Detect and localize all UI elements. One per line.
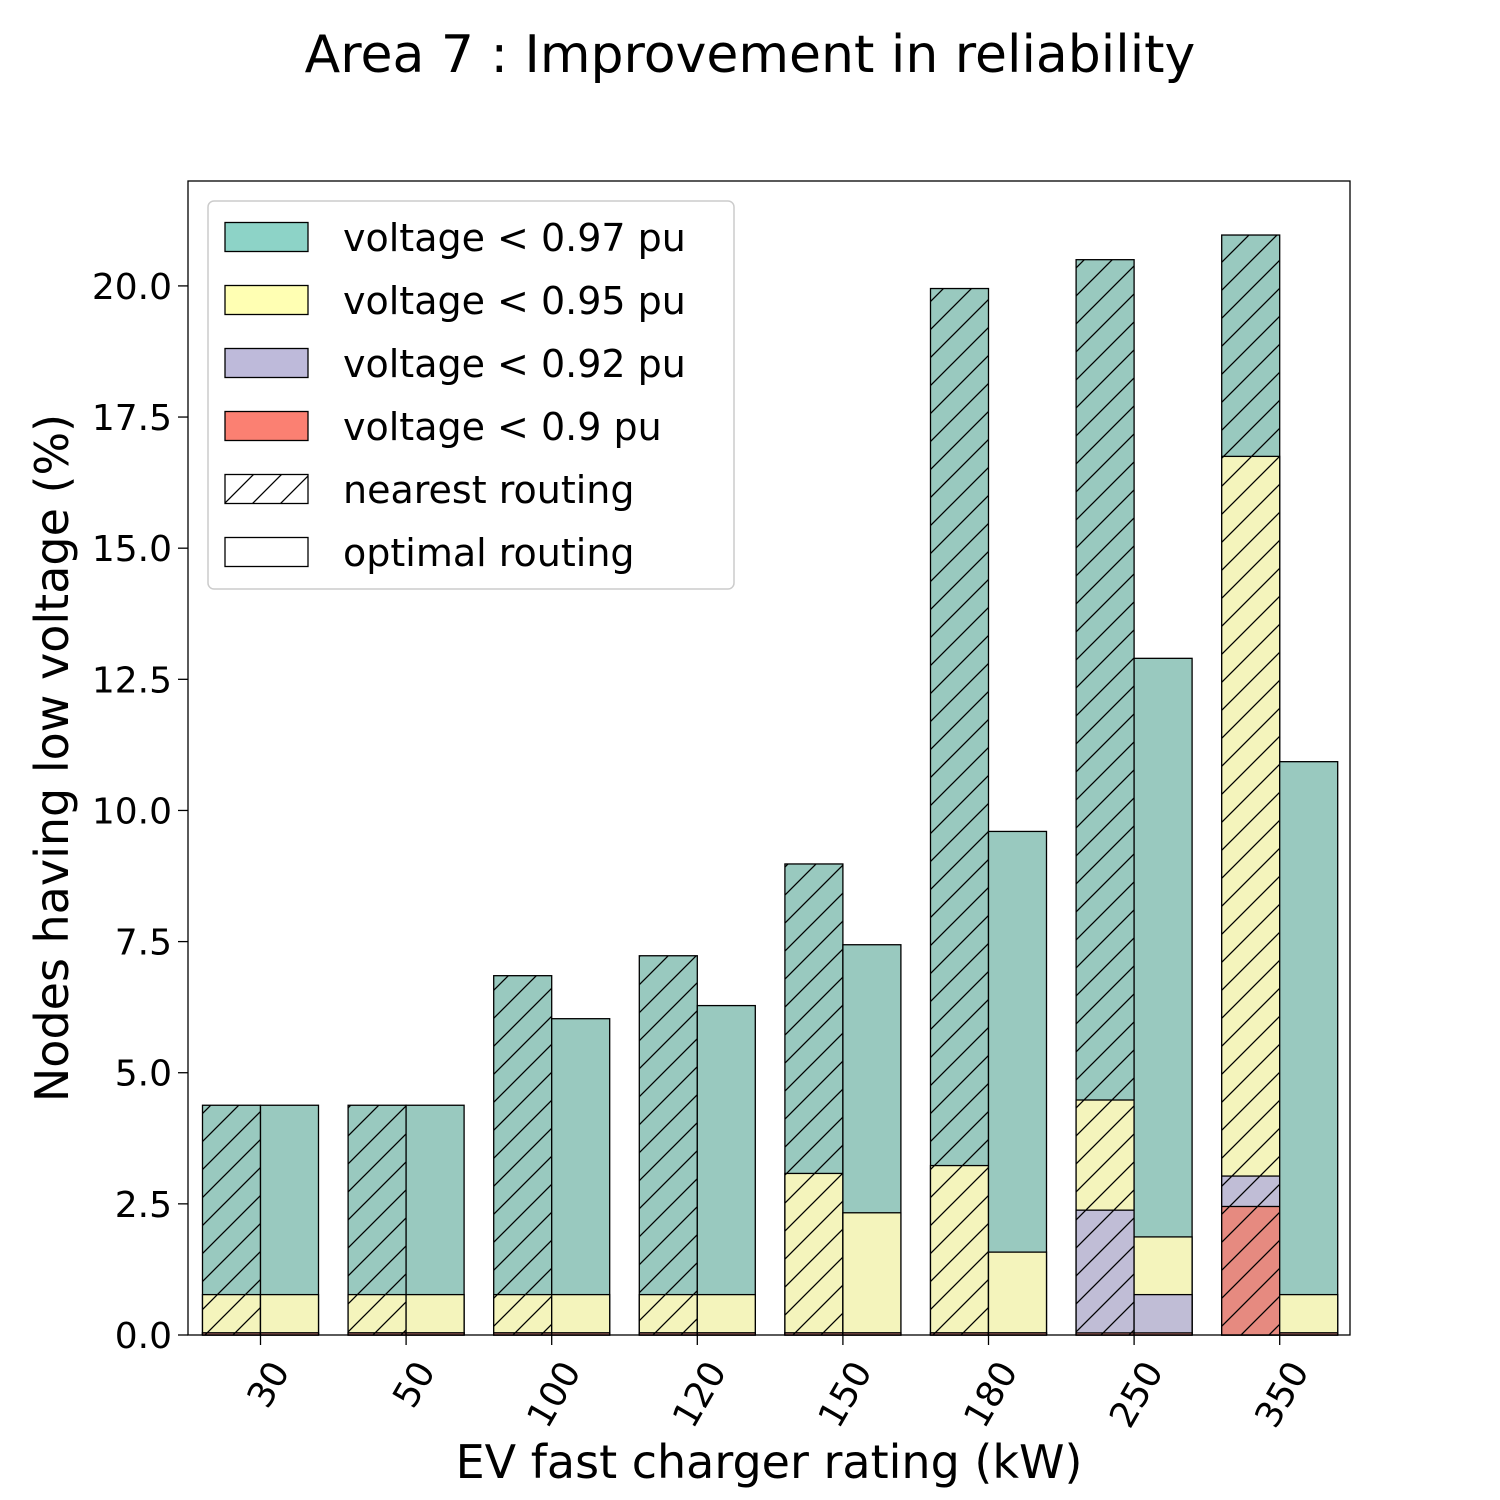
- bar-optimal-100-s0: [551, 1018, 611, 1336]
- legend-swatch-3: [224, 410, 309, 442]
- bar-hatch-180-s1: [930, 1165, 989, 1335]
- y-tick-label-0.0: 0.0: [115, 1316, 172, 1357]
- bar-hatch-250-s2: [1076, 1210, 1135, 1335]
- y-tick-label-2.5: 2.5: [115, 1185, 172, 1226]
- x-tick-label-120: 120: [665, 1355, 735, 1435]
- bar-optimal-100-s1: [551, 1293, 611, 1336]
- legend-swatch-1: [224, 284, 309, 316]
- bar-hatch-150-s3: [784, 1332, 843, 1335]
- bar-optimal-350-s0: [1279, 761, 1339, 1336]
- x-axis: 30 50 100 120 150 180 250 350: [240, 1335, 1318, 1435]
- bar-hatch-180-s0: [930, 288, 989, 1335]
- bar-hatch-30-s1: [202, 1294, 261, 1335]
- legend-label-3: voltage < 0.9 pu: [343, 405, 662, 449]
- bar-hatch-120-s3: [639, 1332, 698, 1335]
- bar-optimal-30-s1: [259, 1293, 320, 1336]
- legend-label-0: voltage < 0.97 pu: [343, 216, 686, 260]
- x-tick-label-180: 180: [956, 1355, 1026, 1435]
- x-tick-label-30: 30: [240, 1355, 298, 1415]
- bar-hatch-100-s1: [493, 1294, 552, 1335]
- legend-swatch-0: [224, 221, 309, 253]
- bar-hatch-100-s3: [493, 1332, 552, 1335]
- y-tick-label-5.0: 5.0: [115, 1054, 172, 1095]
- legend-swatch-5: [224, 536, 309, 568]
- bars: [201, 234, 1339, 1336]
- bar-hatch-120-s1: [639, 1294, 698, 1335]
- legend-label-4: nearest routing: [343, 468, 634, 512]
- plot-area-frame: [187, 180, 1351, 1336]
- bar-hatch-150-s1: [784, 1173, 843, 1335]
- x-tick-label-250: 250: [1102, 1355, 1172, 1435]
- bar-optimal-250-s2: [1133, 1293, 1193, 1336]
- legend-swatch-hatch-4: [225, 474, 308, 504]
- bar-hatch-100-s0: [493, 975, 552, 1335]
- y-tick-label-10.0: 10.0: [92, 791, 172, 832]
- y-tick-label-7.5: 7.5: [115, 923, 172, 964]
- bar-hatch-120-s0: [639, 955, 698, 1335]
- y-tick-label-17.5: 17.5: [92, 398, 172, 439]
- bar-optimal-120-s0: [696, 1004, 756, 1336]
- bar-optimal-150-s1: [842, 1212, 902, 1336]
- x-tick-label-350: 350: [1248, 1355, 1318, 1435]
- legend-swatch-2: [224, 347, 309, 379]
- bar-hatch-180-s3: [930, 1332, 989, 1335]
- legend: voltage < 0.97 pu voltage < 0.95 pu voltag…: [207, 200, 735, 590]
- y-tick-label-20.0: 20.0: [92, 267, 172, 308]
- bar-optimal-50-s1: [405, 1293, 465, 1336]
- legend-label-5: optimal routing: [343, 531, 635, 575]
- legend-label-1: voltage < 0.95 pu: [343, 279, 686, 323]
- x-tick-label-100: 100: [520, 1355, 590, 1435]
- y-axis: 0.0 2.5 5.0 7.5 10.0 12.5 15.0 17.5 20.0: [92, 267, 188, 1357]
- bar-hatch-50-s1: [348, 1294, 407, 1335]
- y-axis-label: Nodes having low voltage (%): [25, 414, 79, 1102]
- x-tick-label-50: 50: [385, 1355, 443, 1415]
- bar-hatch-50-s3: [348, 1332, 407, 1335]
- legend-label-2: voltage < 0.92 pu: [343, 342, 686, 386]
- legend-box: [207, 200, 735, 590]
- x-axis-label: EV fast charger rating (kW): [456, 1435, 1083, 1489]
- x-tick-label-150: 150: [811, 1355, 881, 1435]
- bar-optimal-180-s0: [987, 830, 1048, 1336]
- bar-optimal-120-s1: [696, 1293, 756, 1336]
- bar-optimal-180-s1: [987, 1251, 1048, 1336]
- bar-hatch-30-s3: [202, 1332, 261, 1335]
- bar-optimal-350-s1: [1279, 1293, 1339, 1336]
- y-tick-label-15.0: 15.0: [92, 529, 172, 570]
- chart-title: Area 7 : Improvement in reliability: [305, 25, 1196, 85]
- bar-optimal-250-s0: [1133, 657, 1193, 1336]
- y-tick-label-12.5: 12.5: [92, 660, 172, 701]
- bar-hatch-250-s3: [1076, 1332, 1135, 1335]
- bar-hatch-350-s3: [1221, 1206, 1280, 1335]
